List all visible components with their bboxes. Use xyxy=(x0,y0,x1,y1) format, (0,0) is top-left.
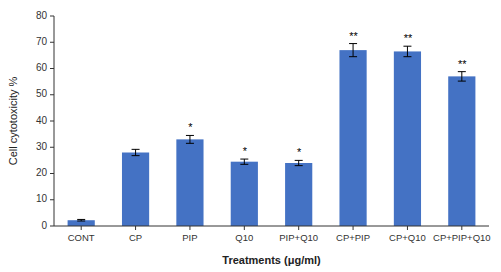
error-bar xyxy=(295,160,303,165)
x-tick xyxy=(461,226,462,230)
error-bar xyxy=(77,219,85,221)
x-tick-label: Q10 xyxy=(235,232,253,243)
y-tick xyxy=(50,68,54,69)
y-tick-label: 40 xyxy=(36,115,48,126)
error-bar xyxy=(132,149,140,155)
error-bar xyxy=(240,159,248,164)
y-tick xyxy=(50,16,54,17)
y-tick-label: 0 xyxy=(41,220,47,231)
bar xyxy=(394,51,421,226)
y-tick xyxy=(50,42,54,43)
chart-svg: 01020304050607080*********CONTCPPIPQ10PI… xyxy=(0,0,501,272)
significance-label: ** xyxy=(349,30,358,42)
x-tick-label: CP xyxy=(129,232,142,243)
x-axis-line xyxy=(54,226,489,227)
bar xyxy=(176,139,203,226)
error-bar xyxy=(349,44,357,57)
y-tick-label: 50 xyxy=(36,88,48,99)
x-tick xyxy=(189,226,190,230)
x-tick-label: CP+PIP xyxy=(336,232,370,243)
y-tick-label: 20 xyxy=(36,167,48,178)
y-tick xyxy=(50,199,54,200)
x-tick xyxy=(353,226,354,230)
error-bar xyxy=(186,135,194,143)
chart-container: 01020304050607080*********CONTCPPIPQ10PI… xyxy=(0,0,501,272)
y-tick-label: 60 xyxy=(36,62,48,73)
bar xyxy=(122,153,149,227)
y-tick xyxy=(50,173,54,174)
error-bar xyxy=(458,72,466,81)
x-tick-label: PIP+Q10 xyxy=(279,232,318,243)
y-tick xyxy=(50,94,54,95)
y-tick xyxy=(50,226,54,227)
x-axis-title: Treatments (μg/ml) xyxy=(222,254,321,266)
x-tick-label: CP+Q10 xyxy=(389,232,426,243)
y-tick-label: 70 xyxy=(36,36,48,47)
x-tick xyxy=(298,226,299,230)
x-tick xyxy=(135,226,136,230)
y-tick xyxy=(50,121,54,122)
bar xyxy=(448,76,475,226)
x-tick-label: CP+PIP+Q10 xyxy=(433,232,491,243)
x-tick xyxy=(407,226,408,230)
bar xyxy=(231,162,258,226)
significance-label: * xyxy=(188,121,193,133)
y-tick-label: 80 xyxy=(36,10,48,21)
y-tick xyxy=(50,147,54,148)
x-tick-label: CONT xyxy=(68,232,95,243)
y-axis-title: Cell cytotoxicity % xyxy=(7,76,19,165)
significance-label: ** xyxy=(458,58,467,70)
bar xyxy=(68,220,95,226)
bar xyxy=(285,163,312,226)
significance-label: * xyxy=(242,145,247,157)
x-tick-label: PIP xyxy=(182,232,197,243)
y-tick-label: 10 xyxy=(36,193,48,204)
plot-area xyxy=(68,44,476,226)
y-axis-line xyxy=(54,16,55,226)
error-bar xyxy=(403,46,411,57)
bar xyxy=(339,50,366,226)
y-tick-label: 30 xyxy=(36,141,48,152)
significance-label: * xyxy=(297,146,302,158)
x-tick xyxy=(244,226,245,230)
x-tick xyxy=(81,226,82,230)
significance-label: ** xyxy=(403,32,412,44)
